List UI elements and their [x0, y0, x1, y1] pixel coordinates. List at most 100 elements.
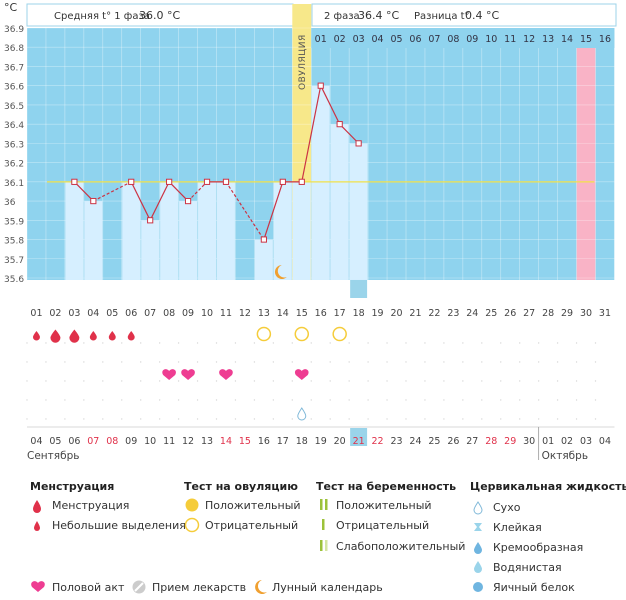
temperature-bar — [292, 181, 311, 280]
grid-dot — [291, 418, 293, 420]
grid-dot — [196, 399, 199, 401]
grid-dot — [500, 399, 502, 401]
legend-menstruation-item: Менструация — [52, 499, 129, 512]
grid-dot — [424, 361, 426, 363]
grid-dot — [405, 361, 407, 363]
grid-dot — [64, 399, 66, 401]
menstruation-drop — [69, 329, 80, 343]
grid-dot — [481, 399, 483, 401]
grid-dot — [26, 361, 28, 363]
grid-dot — [594, 380, 597, 382]
grid-dot — [215, 380, 218, 382]
grid-dot — [329, 399, 331, 401]
grid-dot — [594, 361, 597, 363]
temperature-point — [166, 178, 173, 185]
grid-dot — [64, 380, 66, 382]
grid-dot — [45, 418, 47, 420]
grid-dot — [177, 361, 180, 363]
y-tick-label: 36.7 — [4, 63, 24, 73]
drop-large-icon — [33, 500, 41, 513]
ovulation-test-marker — [332, 326, 347, 342]
grid-dot — [367, 399, 369, 401]
grid-dot — [556, 380, 559, 382]
today-date-highlight — [350, 428, 368, 446]
grid-dot — [329, 380, 331, 382]
grid-dot — [64, 342, 66, 344]
temperature-line-segment — [130, 181, 151, 221]
temperature-point — [184, 197, 192, 205]
phase2-day-label: 05 — [390, 34, 402, 45]
grid-dot — [45, 361, 47, 363]
grid-dot — [140, 399, 142, 401]
temperature-bar — [217, 181, 235, 280]
legend-spotting-item: Небольшие выделения — [52, 519, 186, 532]
grid-dot — [348, 342, 350, 344]
grid-dot — [102, 380, 104, 382]
grid-dot — [386, 418, 388, 420]
cycle-day-label: 18 — [353, 308, 365, 319]
grid-dot — [386, 361, 388, 363]
grid-dot — [519, 361, 521, 363]
cycle-day-label: 07 — [144, 308, 156, 319]
phase1-label: Средняя t° 1 фаза — [54, 11, 150, 22]
temperature-line-segment — [187, 181, 208, 202]
cycle-day-label: 15 — [296, 308, 308, 319]
grid-dot — [102, 418, 104, 420]
cycle-day-label: 24 — [466, 308, 478, 319]
grid-dot — [253, 380, 256, 382]
cycle-day-label: 29 — [561, 308, 573, 319]
chart-marks — [47, 82, 595, 280]
grid-dot — [64, 361, 66, 363]
menstruation-drop — [108, 331, 116, 341]
grid-dot — [537, 342, 540, 344]
temperature-point — [260, 236, 267, 243]
temperature-bar — [198, 181, 216, 280]
temperature-bar — [141, 220, 160, 280]
calendar-date-label: 20 — [334, 436, 346, 447]
calendar-date-label: 04 — [599, 436, 611, 447]
grid-dot — [348, 399, 350, 401]
grid-dot — [83, 399, 85, 401]
cervical-creamy-icon — [474, 542, 482, 554]
calendar-date-label: 23 — [390, 436, 402, 447]
temperature-bar — [160, 181, 179, 280]
grid-dot — [234, 399, 237, 401]
temperature-line-segment — [73, 181, 94, 202]
grid-dot — [177, 380, 180, 382]
symptom-rows: 01 02 03 04 05 06 07 08 09 10 11 12 13 14 15 16 17 18 19 20… — [26, 279, 615, 462]
grid-dot — [45, 380, 47, 382]
phase2-day-label: 07 — [428, 34, 440, 45]
diff-label: Разница t° — [414, 11, 470, 22]
grid-dot — [26, 380, 28, 382]
cycle-day-label: 26 — [504, 308, 516, 319]
phase2-day-label: 04 — [372, 34, 384, 45]
grid-dot — [575, 361, 578, 363]
grid-dot — [158, 380, 161, 382]
legend-ovtest-negative: Отрицательный — [205, 519, 298, 532]
calendar-date-label: 15 — [239, 436, 251, 447]
calendar-date-label: 02 — [561, 436, 573, 447]
phase2-day-label: 12 — [523, 34, 535, 45]
pregtest-negative-icon — [322, 519, 325, 530]
ovulation-test-marker — [294, 326, 310, 342]
cervical-sticky-icon — [474, 523, 482, 531]
y-tick-label: 36.2 — [4, 160, 24, 170]
grid-dot — [329, 418, 331, 420]
menstruation-drop — [50, 329, 61, 343]
pregtest-weak-icon-bar2 — [325, 540, 328, 551]
calendar-date-label: 06 — [68, 436, 80, 447]
unit-label: °C — [4, 1, 18, 14]
month-next-label: Октябрь — [542, 450, 588, 462]
temperature-bar — [349, 143, 368, 280]
calendar-date-label: 16 — [258, 436, 270, 447]
grid-dot — [367, 342, 369, 344]
grid-dot — [26, 342, 28, 344]
cycle-day-label: 09 — [182, 308, 194, 319]
cycle-day-label: 11 — [220, 308, 232, 319]
legend-cervical-sticky: Клейкая — [493, 521, 542, 534]
grid-dot — [500, 380, 502, 382]
y-tick-label: 36.1 — [4, 179, 24, 189]
grid-dot — [272, 399, 275, 401]
legend-pregtest-weak: Слабоположительный — [336, 540, 465, 553]
grid-dot — [519, 342, 521, 344]
